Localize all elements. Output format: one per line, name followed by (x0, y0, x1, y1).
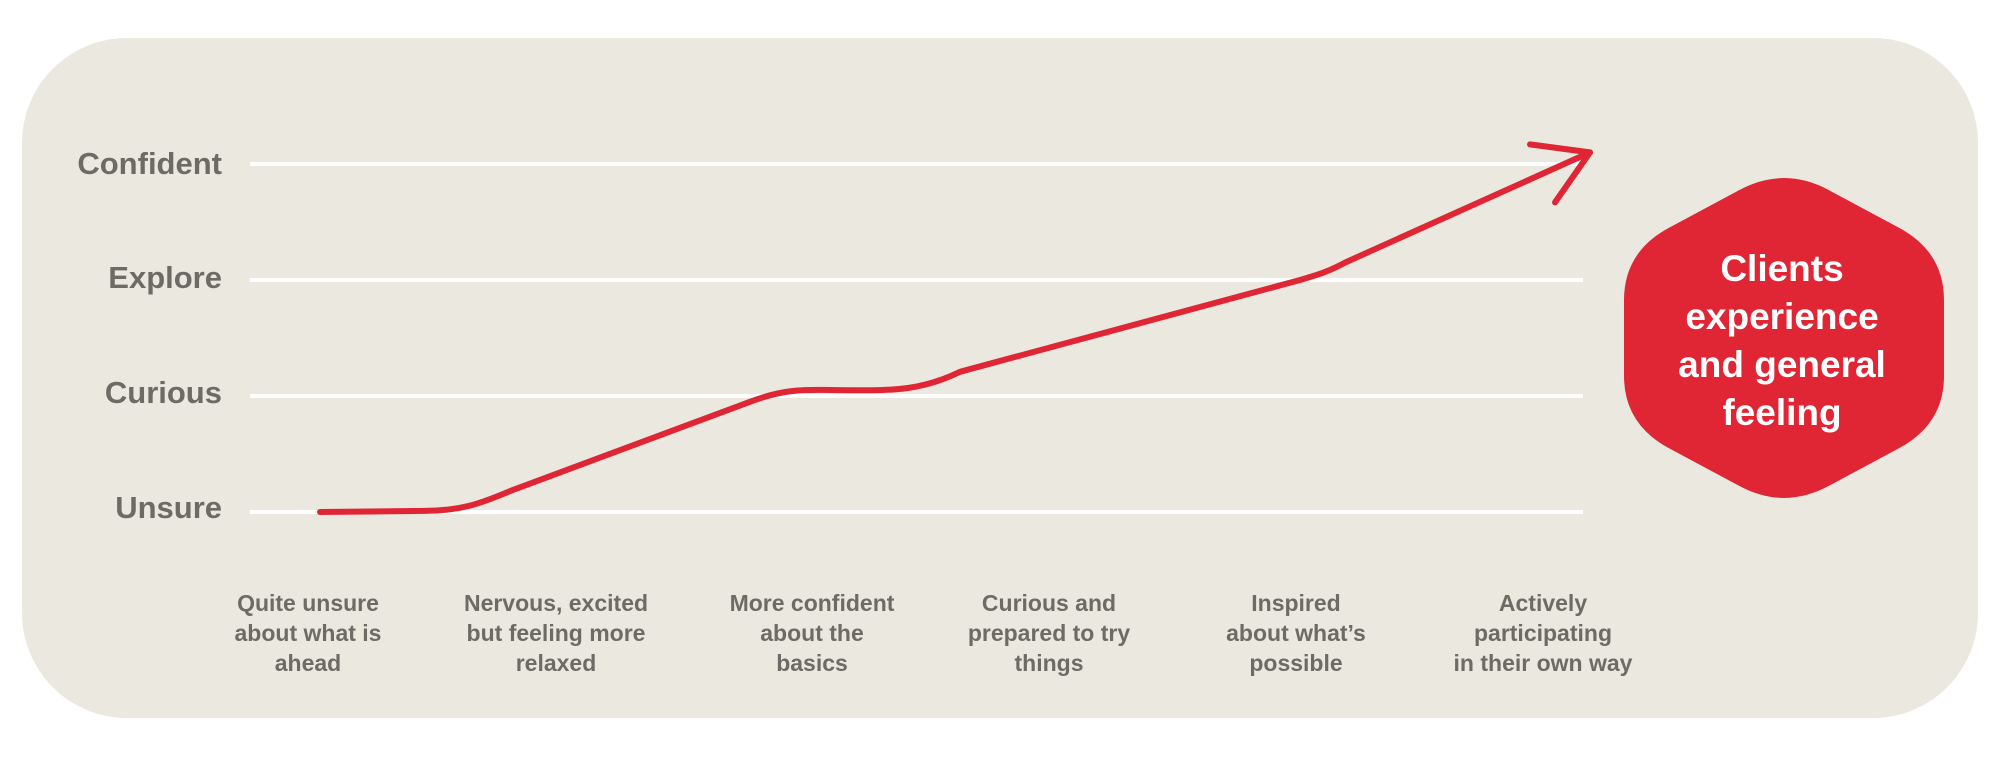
x-tick-label: Nervous, excited but feeling more relaxed (463, 590, 649, 676)
y-tick-label-unsure: Unsure (115, 490, 222, 525)
arrow-head (1527, 141, 1593, 206)
x-tick-label: Actively participating in their own way (1453, 590, 1633, 676)
annotation-line: experience (1685, 296, 1879, 337)
annotation-badge (1624, 178, 1944, 498)
y-tick-label-curious: Curious (104, 375, 222, 410)
x-tick-label: Curious and prepared to try things (967, 590, 1131, 676)
annotation-line: and general (1678, 344, 1886, 385)
annotation-line: feeling (1722, 392, 1842, 433)
x-tick-label: More confident about the basics (729, 590, 895, 676)
y-tick-label-explore: Explore (108, 260, 222, 295)
x-tick-label: Quite unsure about what is ahead (234, 590, 382, 676)
series-line (317, 149, 1593, 515)
x-tick-label: Inspired about what’s possible (1226, 590, 1366, 676)
annotation-badge-text: Clients experience and general feeling (1627, 245, 1937, 437)
annotation-line: Clients (1720, 248, 1844, 289)
y-tick-label-confident: Confident (77, 146, 222, 181)
